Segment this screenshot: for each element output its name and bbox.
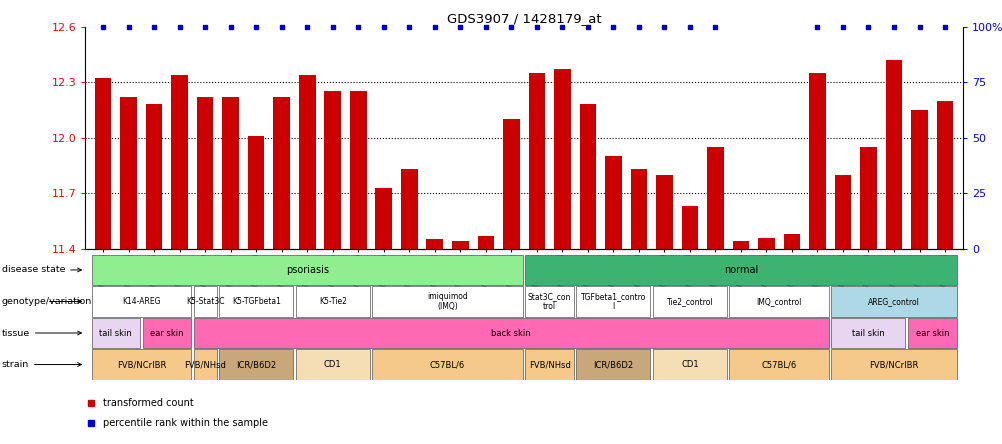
Text: FVB/NCrIBR: FVB/NCrIBR (869, 360, 918, 369)
Text: K5-Tie2: K5-Tie2 (319, 297, 347, 306)
Text: FVB/NHsd: FVB/NHsd (528, 360, 570, 369)
Text: ICR/B6D2: ICR/B6D2 (235, 360, 276, 369)
Bar (142, 318, 191, 348)
Bar (401, 169, 417, 249)
Bar (247, 136, 265, 249)
Text: normal: normal (723, 265, 758, 275)
Bar (193, 286, 216, 317)
Bar (426, 239, 443, 249)
Text: tail skin: tail skin (99, 329, 132, 337)
Bar (706, 147, 723, 249)
Text: C57BL/6: C57BL/6 (430, 360, 465, 369)
Text: FVB/NCrIBR: FVB/NCrIBR (116, 360, 166, 369)
Bar (193, 349, 216, 380)
Text: K5-Stat3C: K5-Stat3C (185, 297, 224, 306)
Bar (171, 75, 187, 249)
Bar (652, 349, 726, 380)
Text: TGFbeta1_contro
l: TGFbeta1_contro l (580, 292, 645, 311)
Bar (372, 349, 522, 380)
Bar (296, 286, 370, 317)
Text: back skin: back skin (491, 329, 531, 337)
Bar (553, 69, 570, 249)
Bar (222, 97, 238, 249)
Text: strain: strain (2, 360, 81, 369)
Bar (503, 119, 519, 249)
Bar (452, 241, 468, 249)
Text: C57BL/6: C57BL/6 (761, 360, 796, 369)
Bar (630, 169, 646, 249)
Text: ICR/B6D2: ICR/B6D2 (593, 360, 633, 369)
Bar (525, 286, 573, 317)
Bar (604, 156, 621, 249)
Bar (525, 349, 573, 380)
Text: tail skin: tail skin (852, 329, 884, 337)
Text: Stat3C_con
trol: Stat3C_con trol (527, 292, 571, 311)
Text: genotype/variation: genotype/variation (2, 297, 92, 306)
Bar (731, 241, 748, 249)
Bar (728, 286, 828, 317)
Bar (120, 97, 137, 249)
Bar (910, 110, 927, 249)
Bar (296, 349, 370, 380)
Bar (525, 255, 956, 285)
Bar (834, 174, 851, 249)
Bar (655, 174, 672, 249)
Bar (831, 286, 956, 317)
Bar (728, 349, 828, 380)
Bar (350, 91, 366, 249)
Text: ear skin: ear skin (915, 329, 948, 337)
Bar (681, 206, 697, 249)
Text: IMQ_control: IMQ_control (756, 297, 801, 306)
Bar (91, 318, 140, 348)
Bar (196, 97, 213, 249)
Bar (528, 73, 544, 249)
Bar (579, 104, 595, 249)
Text: tissue: tissue (2, 329, 81, 337)
Bar (576, 286, 649, 317)
Text: FVB/NHsd: FVB/NHsd (184, 360, 225, 369)
Bar (193, 318, 828, 348)
Bar (91, 255, 522, 285)
Text: transformed count: transformed count (103, 398, 193, 408)
Text: ear skin: ear skin (150, 329, 183, 337)
Text: K14-AREG: K14-AREG (122, 297, 160, 306)
Bar (91, 349, 191, 380)
Text: CD1: CD1 (680, 360, 698, 369)
Bar (95, 79, 111, 249)
Title: GDS3907 / 1428179_at: GDS3907 / 1428179_at (446, 12, 601, 25)
Bar (783, 234, 800, 249)
Bar (809, 73, 825, 249)
Bar (324, 91, 341, 249)
Text: percentile rank within the sample: percentile rank within the sample (103, 418, 269, 428)
Bar (299, 75, 316, 249)
Bar (91, 286, 191, 317)
Bar (652, 286, 726, 317)
Bar (576, 349, 649, 380)
Bar (274, 97, 290, 249)
Bar (831, 349, 956, 380)
Bar (885, 60, 902, 249)
Bar (219, 349, 293, 380)
Bar (907, 318, 956, 348)
Bar (145, 104, 162, 249)
Bar (219, 286, 293, 317)
Text: K5-TGFbeta1: K5-TGFbeta1 (231, 297, 281, 306)
Bar (372, 286, 522, 317)
Bar (375, 187, 392, 249)
Bar (936, 101, 952, 249)
Bar (860, 147, 876, 249)
Text: Tie2_control: Tie2_control (666, 297, 712, 306)
Text: AREG_control: AREG_control (867, 297, 919, 306)
Text: CD1: CD1 (324, 360, 342, 369)
Bar (831, 318, 905, 348)
Text: psoriasis: psoriasis (286, 265, 329, 275)
Bar (758, 238, 774, 249)
Text: imiquimod
(IMQ): imiquimod (IMQ) (427, 292, 468, 311)
Text: disease state: disease state (2, 266, 81, 274)
Bar (477, 236, 494, 249)
